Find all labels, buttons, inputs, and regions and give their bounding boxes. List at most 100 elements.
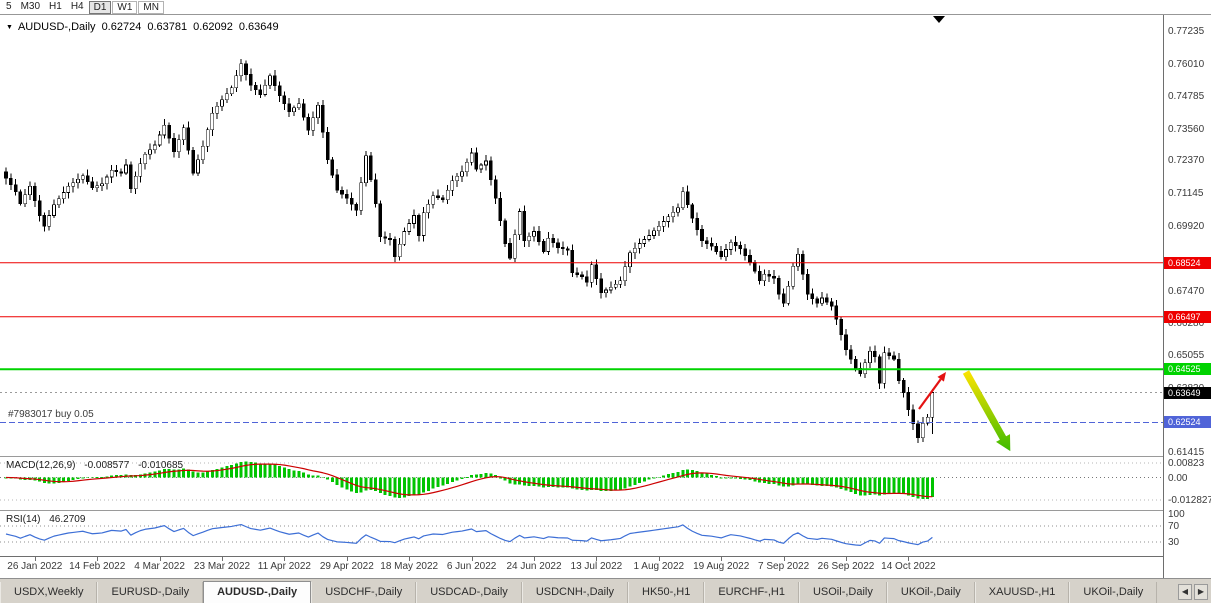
date-label: 18 May 2022 <box>380 561 439 572</box>
price-tick-label: 0.69920 <box>1168 220 1205 232</box>
down-trend-arrow <box>962 370 1011 452</box>
timeframe-button-w1[interactable]: W1 <box>112 0 138 14</box>
tab-eurusd-daily[interactable]: EURUSD-,Daily <box>97 582 204 603</box>
tab-ukoil-daily[interactable]: UKOil-,Daily <box>886 582 975 603</box>
timeframe-button-5[interactable]: 5 <box>2 0 16 14</box>
tab-usdx-weekly[interactable]: USDX,Weekly <box>0 582 98 603</box>
price-tick-label: 0.66280 <box>1168 317 1205 329</box>
time-scale[interactable]: 26 Jan 2022 14 Feb 2022 4 Mar 2022 23 Mar 2… <box>0 556 1163 578</box>
price-tick-label: 0.73560 <box>1168 123 1205 135</box>
chart-menu-icon[interactable]: ▼ <box>6 23 13 31</box>
bar-low: 0.62092 <box>193 21 233 33</box>
macd-scale-label: 0.00 <box>1168 472 1188 484</box>
chart-title: ▼ AUDUSD-,Daily 0.62724 0.63781 0.62092 … <box>6 21 285 33</box>
date-tick <box>222 557 223 561</box>
tab-ukoil-daily[interactable]: UKOil-,Daily <box>1069 582 1158 603</box>
chart-tabs-bar: USDX,Weekly EURUSD-,Daily AUDUSD-,Daily USD… <box>0 578 1211 603</box>
timeframe-toolbar: 5 M30 H1 H4 D1 W1 MN <box>0 0 1211 15</box>
price-level-tag: 0.68524 <box>1164 256 1211 269</box>
date-label: 14 Oct 2022 <box>881 561 936 572</box>
tab-usdchf-daily[interactable]: USDCHF-,Daily <box>311 582 417 603</box>
macd-value-signal: -0.010685 <box>138 460 184 471</box>
bar-close: 0.63649 <box>238 21 279 33</box>
timeframe-button-h1[interactable]: H1 <box>45 0 66 14</box>
price-tick-label: 0.67470 <box>1168 285 1205 297</box>
tab-usoil-daily[interactable]: USOil-,Daily <box>798 582 887 603</box>
current-price-tag: 0.63649 <box>1164 386 1211 399</box>
timeframe-button-d1[interactable]: D1 <box>88 0 112 14</box>
date-tick <box>534 557 535 561</box>
macd-name: MACD(12,26,9) <box>6 460 76 471</box>
tab-hk50-h1[interactable]: HK50-,H1 <box>628 582 705 603</box>
macd-indicator-label: MACD(12,26,9) -0.008577 -0.010685 <box>6 460 189 471</box>
date-tick <box>658 557 660 561</box>
tab-scroll-left-icon[interactable]: ◀ <box>1178 583 1192 600</box>
date-tick <box>908 557 910 561</box>
rsi-scale-label: 100 <box>1168 509 1185 520</box>
chart-window[interactable]: ▼ AUDUSD-,Daily 0.62724 0.63781 0.62092 … <box>0 15 1163 556</box>
date-tick <box>346 557 348 561</box>
date-label: 26 Jan 2022 <box>7 561 63 572</box>
chart-shift-marker <box>933 16 945 23</box>
date-label: 14 Feb 2022 <box>69 561 126 572</box>
tab-usdcad-daily[interactable]: USDCAD-,Daily <box>416 582 522 603</box>
date-label: 4 Mar 2022 <box>134 561 185 572</box>
macd-pane <box>0 461 1163 501</box>
rsi-scale-label: 30 <box>1168 537 1180 548</box>
date-label: 6 Jun 2022 <box>446 561 497 572</box>
date-tick <box>596 557 598 561</box>
red-up-arrowhead <box>937 372 946 382</box>
rsi-indicator-label: RSI(14) 46.2709 <box>6 514 91 525</box>
macd-scale-label: -0.012827 <box>1168 495 1211 507</box>
price-level-tag: 0.66497 <box>1164 310 1211 323</box>
date-tick <box>159 557 161 561</box>
tab-usdcnh-daily[interactable]: USDCNH-,Daily <box>521 582 629 603</box>
price-tick-label: 0.77235 <box>1168 26 1205 37</box>
date-label: 23 Mar 2022 <box>193 561 251 572</box>
date-label: 24 Jun 2022 <box>506 561 562 572</box>
date-tick <box>284 557 286 561</box>
price-tick-label: 0.61415 <box>1168 446 1205 458</box>
date-label: 11 Apr 2022 <box>257 561 311 572</box>
price-tick-label: 0.71145 <box>1168 188 1204 200</box>
tab-xauusd-h1[interactable]: XAUUSD-,H1 <box>974 582 1070 603</box>
macd-scale-label: 0.00823 <box>1168 458 1205 470</box>
tab-audusd-daily[interactable]: AUDUSD-,Daily <box>203 581 312 603</box>
date-tick <box>846 557 847 561</box>
date-label: 26 Sep 2022 <box>817 561 875 572</box>
red-up-arrow <box>918 378 942 410</box>
date-tick <box>783 557 785 561</box>
date-label: 1 Aug 2022 <box>633 561 685 572</box>
price-chart-canvas[interactable] <box>0 15 1163 556</box>
date-label: 7 Sep 2022 <box>758 561 810 572</box>
date-label: 13 Jul 2022 <box>570 561 623 572</box>
timeframe-button-h4[interactable]: H4 <box>66 0 88 14</box>
price-tick-label: 0.74785 <box>1168 91 1205 103</box>
bar-high: 0.63781 <box>147 21 188 33</box>
date-label: 29 Apr 2022 <box>319 561 374 572</box>
bar-open: 0.62724 <box>101 21 142 33</box>
chart-symbol-period: AUDUSD-,Daily <box>17 21 96 33</box>
tab-eurchf-h1[interactable]: EURCHF-,H1 <box>704 582 799 603</box>
price-tick-label: 0.76010 <box>1168 58 1205 70</box>
date-tick <box>471 557 473 561</box>
date-tick <box>721 557 723 561</box>
price-scale[interactable]: 0.77235 0.76010 0.74785 0.73560 0.72370 0.711… <box>1163 15 1211 578</box>
date-label: 19 Aug 2022 <box>693 561 750 572</box>
rsi-pane <box>0 523 1163 546</box>
tab-scroll-arrows: ◀ ▶ <box>1175 579 1211 603</box>
timeframe-button-mn[interactable]: MN <box>138 0 164 14</box>
open-position-label[interactable]: #7983017 buy 0.05 <box>8 409 94 421</box>
price-tick-label: 0.72370 <box>1168 155 1205 167</box>
horizontal-line-objects <box>0 262 1163 423</box>
rsi-scale-label: 70 <box>1168 521 1180 532</box>
date-tick <box>97 557 99 561</box>
macd-value-main: -0.008577 <box>84 460 130 471</box>
candlestick-series <box>4 58 935 444</box>
tab-scroll-right-icon[interactable]: ▶ <box>1194 583 1208 600</box>
timeframe-button-m30[interactable]: M30 <box>16 0 45 14</box>
date-tick <box>409 557 411 561</box>
price-tick-label: 0.65055 <box>1168 350 1205 362</box>
price-level-tag: 0.62524 <box>1164 416 1211 429</box>
